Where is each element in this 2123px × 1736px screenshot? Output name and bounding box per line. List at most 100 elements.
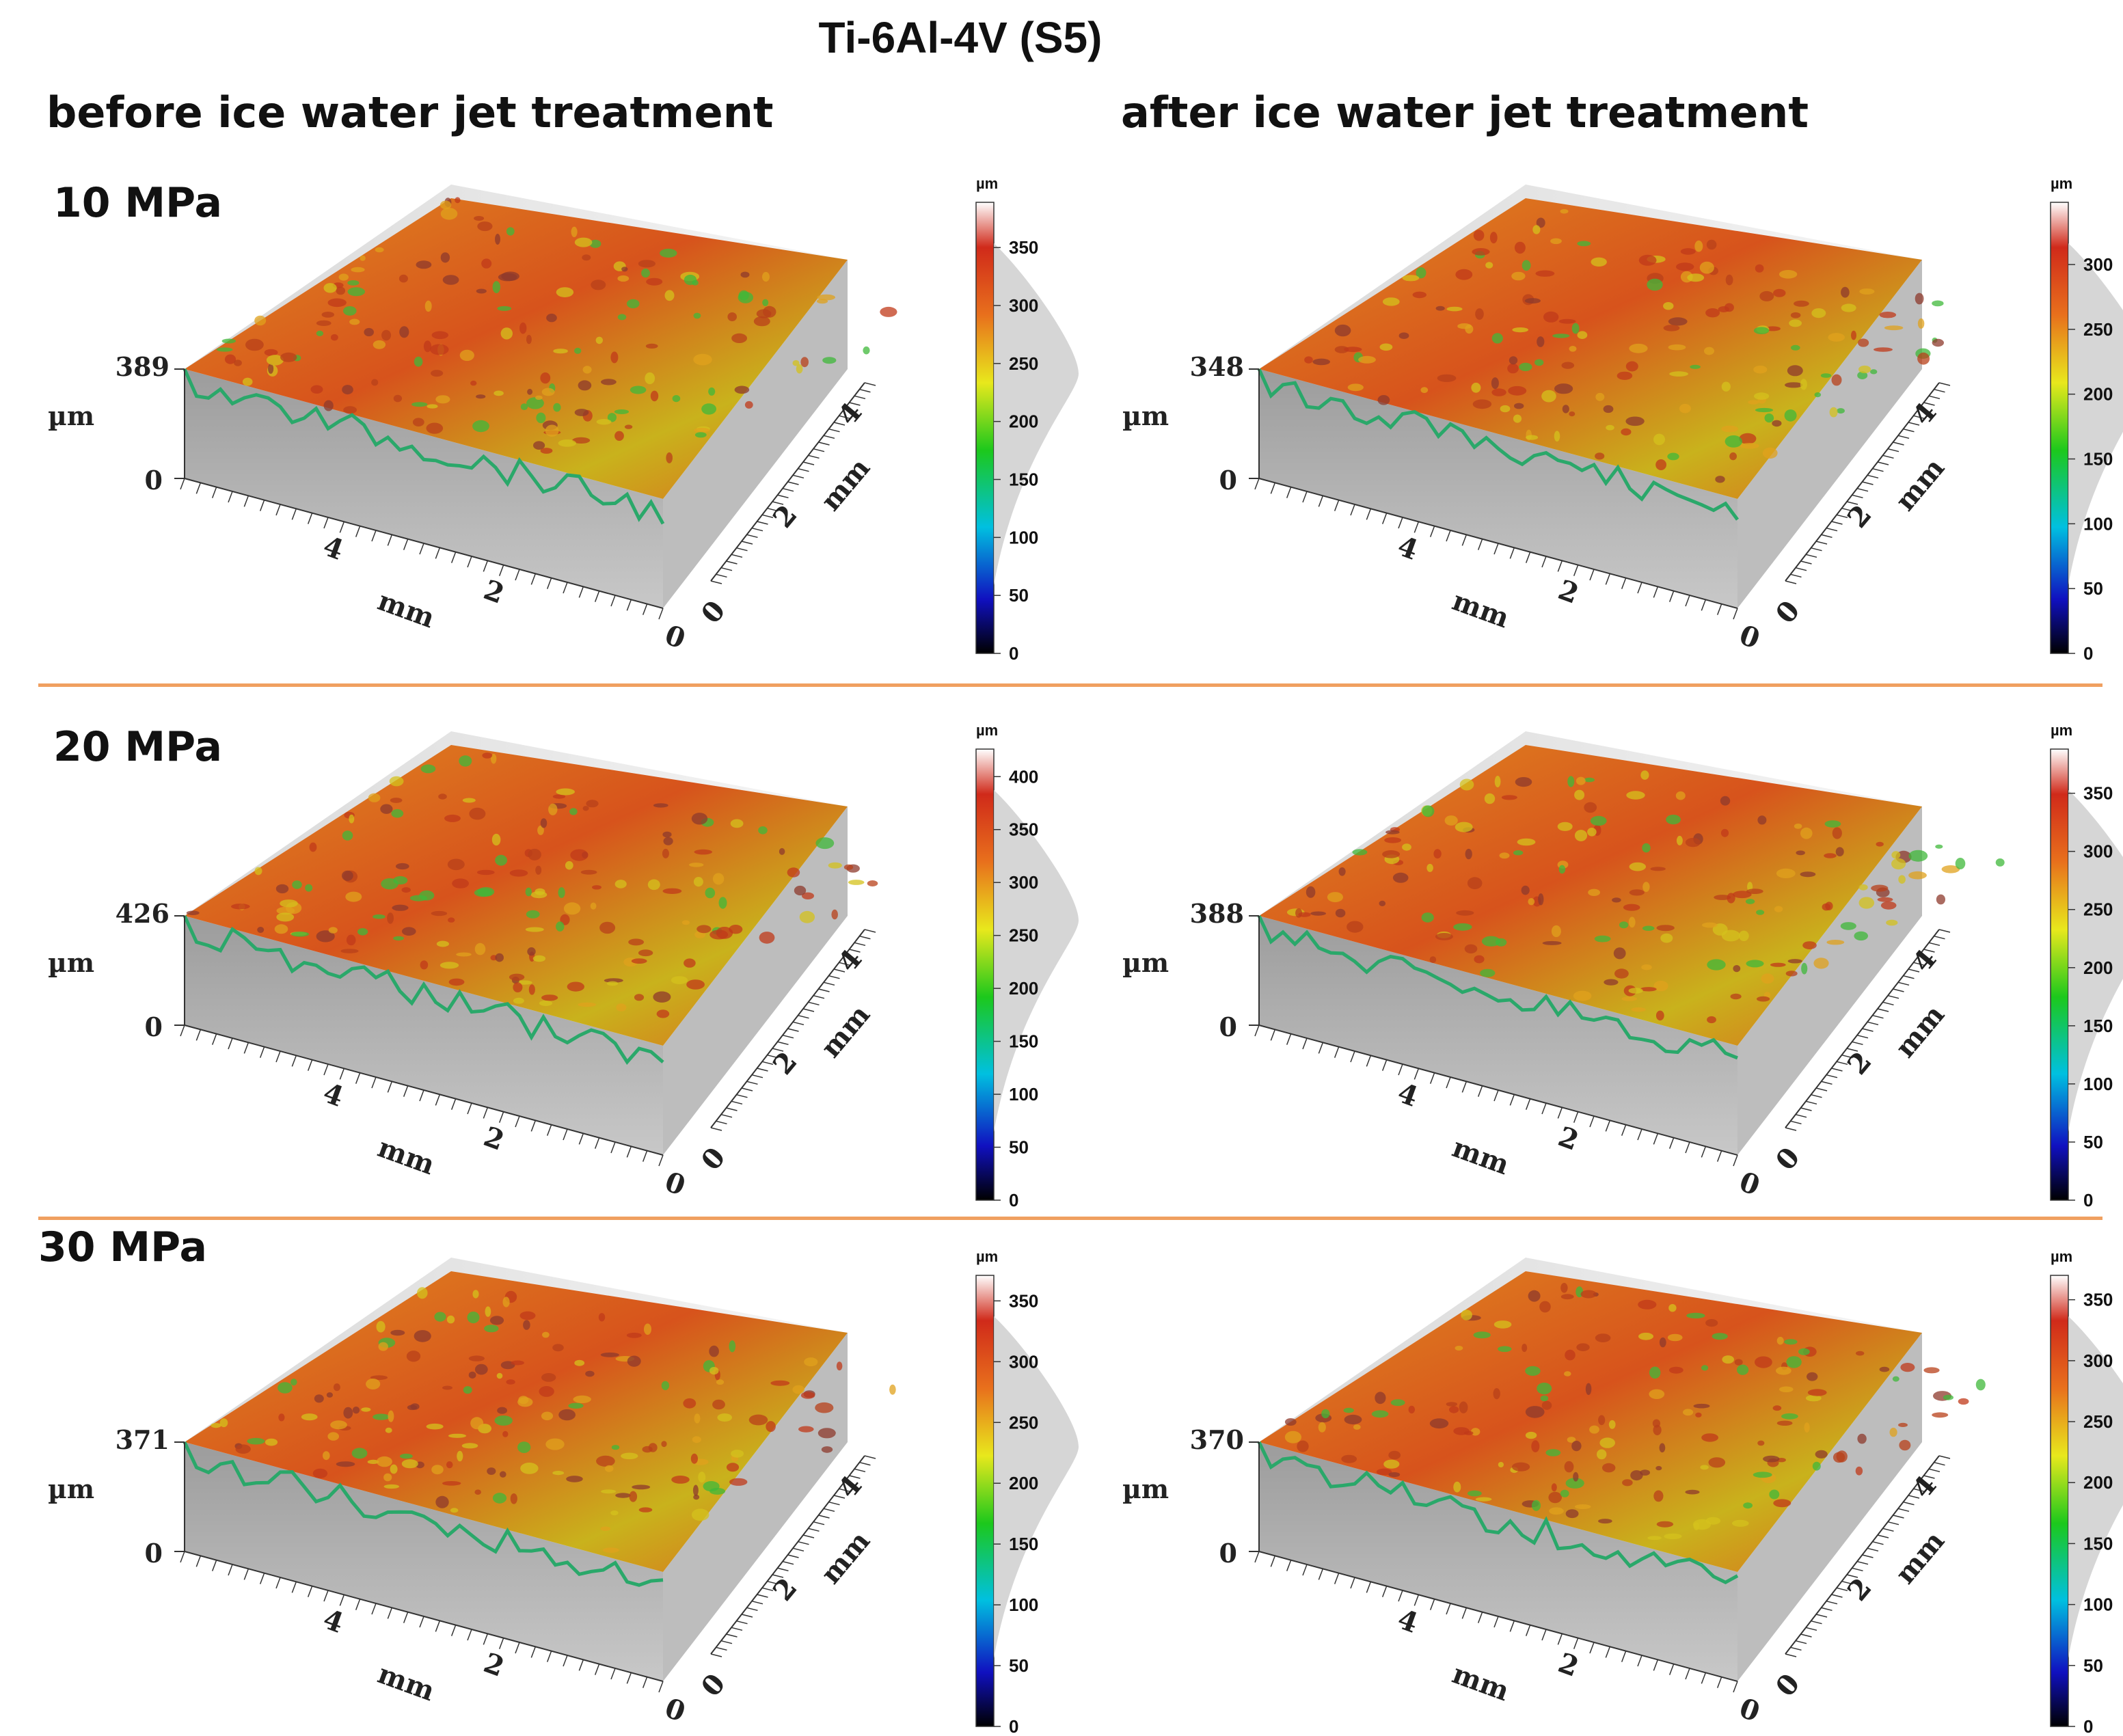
surface-texture <box>734 385 750 394</box>
surface-texture <box>1549 1507 1564 1515</box>
surface-texture <box>1757 815 1767 825</box>
surface-texture <box>1310 911 1326 916</box>
x-tick <box>1733 1154 1738 1167</box>
surface-texture <box>1472 399 1492 409</box>
surface-texture <box>280 899 298 908</box>
x-tick <box>1318 1569 1324 1580</box>
surface-front-edge <box>182 914 664 1066</box>
y-tick <box>736 1620 748 1625</box>
surface-texture <box>1858 338 1869 347</box>
surface-texture <box>1541 1400 1552 1410</box>
colorbar-tick-label: 300 <box>1009 1351 1038 1372</box>
surface-texture <box>1722 1355 1734 1364</box>
y-tick <box>1913 415 1925 420</box>
surface-texture <box>520 403 528 410</box>
surface-texture <box>1379 900 1386 906</box>
surface-texture <box>500 327 513 340</box>
x-tick <box>626 599 632 611</box>
surface-texture <box>1557 822 1573 831</box>
surface-texture <box>1588 889 1600 896</box>
surface-texture <box>1647 1536 1662 1541</box>
x-tick <box>467 556 472 568</box>
x-tick <box>1509 547 1515 559</box>
surface-texture <box>1421 912 1434 923</box>
surface-texture <box>1437 374 1457 382</box>
surface-texture <box>387 912 394 924</box>
x-tick <box>1637 582 1642 594</box>
colorbar-tick-label: 150 <box>2083 1533 2113 1554</box>
surface-texture <box>1824 820 1841 828</box>
surface-texture <box>1542 940 1562 945</box>
surface-texture <box>1840 922 1856 930</box>
x-tick <box>594 1664 600 1675</box>
x-tick <box>1334 1573 1340 1584</box>
y-tick <box>1846 501 1858 505</box>
surface-texture <box>492 1493 507 1504</box>
colorbar-tick-label: 150 <box>1009 470 1038 490</box>
surface-texture <box>1465 848 1472 860</box>
surface-texture <box>1548 1491 1562 1504</box>
surface-texture <box>1392 872 1409 883</box>
surface-texture <box>1884 325 1904 331</box>
surface-texture <box>426 422 444 434</box>
surface-texture <box>709 1367 719 1375</box>
surface-plot: 389 0 µm 4 2 0 mm 0 2 4 mm µm 0 50 100 150 200 250 300 350 <box>48 175 1079 664</box>
surface-texture <box>585 1370 595 1377</box>
x-tick <box>642 1677 648 1688</box>
surface-texture <box>440 252 450 263</box>
surface-texture <box>268 363 274 374</box>
y-tick <box>828 1501 840 1506</box>
surface-texture <box>800 1392 815 1399</box>
y-tick <box>1852 494 1863 499</box>
row-divider <box>38 1217 2102 1220</box>
front-wall <box>185 369 663 608</box>
surface-texture <box>1498 1462 1504 1467</box>
surface-texture <box>426 1423 444 1430</box>
y-tick <box>849 949 861 953</box>
surface-texture <box>376 1456 392 1467</box>
surface-front-edge <box>182 1441 664 1587</box>
x-tick <box>498 1111 504 1123</box>
surface-texture <box>1390 1399 1405 1407</box>
y-tick <box>1826 1600 1838 1605</box>
surface-texture <box>412 418 424 426</box>
surface-texture <box>1464 944 1478 953</box>
surface-texture <box>653 991 671 1003</box>
surface-texture <box>1638 1332 1653 1340</box>
x-tick <box>1573 1111 1579 1123</box>
surface-texture <box>1705 308 1720 318</box>
surface-texture <box>799 910 815 923</box>
surface-texture <box>1475 308 1484 320</box>
surface-texture <box>1312 358 1330 366</box>
surface-texture <box>366 1379 381 1389</box>
x-tick-label: 2 <box>480 1120 509 1157</box>
z-unit-label: µm <box>48 947 94 978</box>
surface-texture <box>316 330 324 336</box>
x-tick <box>515 569 520 581</box>
surface-texture <box>470 1417 484 1430</box>
surface-texture <box>1384 837 1401 843</box>
surface-texture <box>1932 1412 1949 1418</box>
y-tick <box>859 1461 871 1466</box>
surface-texture <box>342 385 353 395</box>
surface-texture <box>590 902 597 910</box>
y-tick <box>761 514 774 519</box>
surface-texture <box>474 889 492 897</box>
surface-texture <box>309 842 317 852</box>
surface-texture <box>1558 318 1576 324</box>
y-tick <box>1856 1560 1869 1565</box>
z-min-label: 0 <box>145 1538 163 1569</box>
surface-texture <box>748 1414 768 1426</box>
y-tick <box>726 1633 738 1638</box>
surface-texture <box>1642 925 1655 931</box>
x-tick <box>626 1146 632 1158</box>
colorbar-tick-label: 100 <box>1009 527 1038 547</box>
surface-texture <box>1628 917 1636 928</box>
surface-texture <box>753 316 770 327</box>
surface-texture <box>389 776 404 787</box>
surface-texture <box>1509 356 1518 365</box>
x-tick <box>1653 1659 1659 1671</box>
surface-texture <box>1537 1383 1552 1395</box>
surface-texture <box>1522 1344 1528 1353</box>
surface-texture <box>1721 425 1738 433</box>
